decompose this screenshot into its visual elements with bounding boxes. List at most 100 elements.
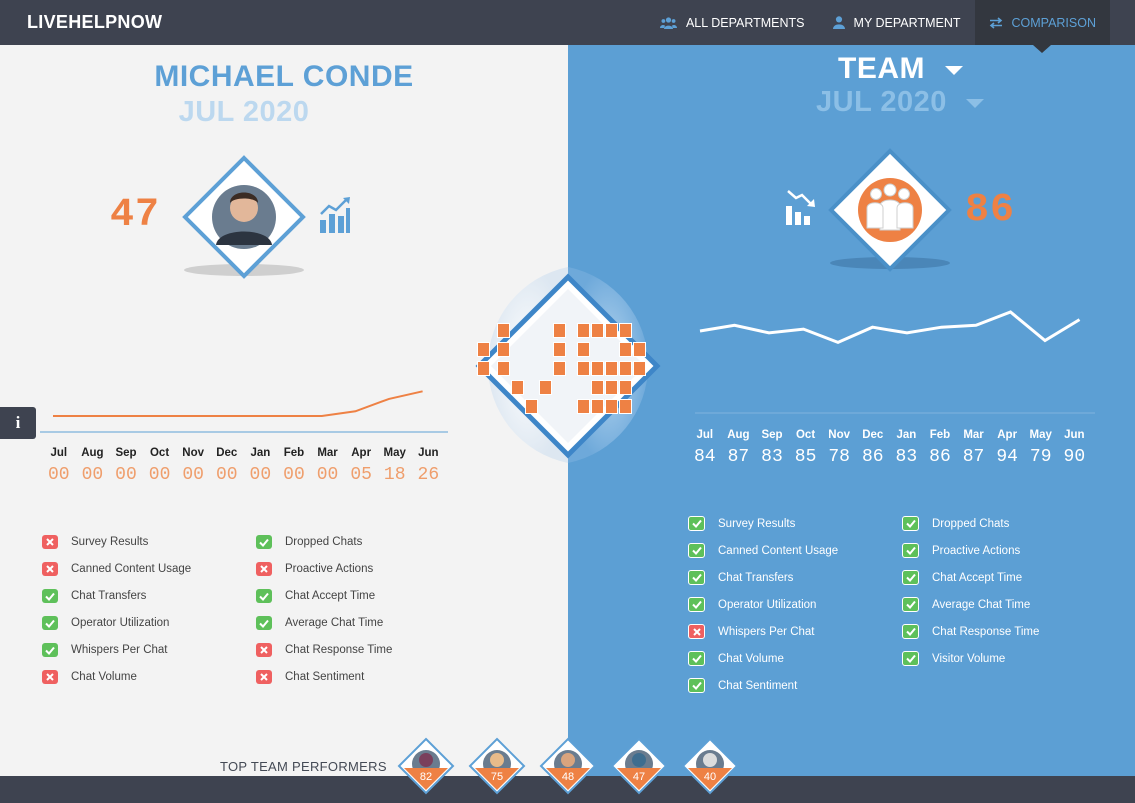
nav-all-departments[interactable]: ALL DEPARTMENTS (646, 0, 819, 45)
metric-item: Whispers Per Chat (42, 643, 168, 657)
vs-pixel (591, 361, 604, 376)
metric-label: Operator Utilization (718, 598, 817, 611)
check-icon (42, 589, 58, 603)
vs-pixel (619, 323, 632, 338)
metric-item: Operator Utilization (688, 597, 816, 612)
performer-badge[interactable]: 47 (610, 737, 668, 795)
cross-icon (256, 643, 272, 657)
metric-item: Chat Transfers (42, 589, 146, 603)
brand-logo[interactable]: LIVEHELPNOW (27, 12, 163, 32)
performer-score: 82 (419, 771, 433, 783)
performer-score: 47 (632, 771, 646, 783)
team-month-value-0: 84 (693, 447, 716, 467)
vs-pixel (633, 342, 646, 357)
team-month-values: 84 87 83 85 78 86 83 86 87 94 79 90 (688, 447, 1091, 467)
check-icon (902, 597, 919, 612)
agent-score: 47 (110, 193, 161, 238)
team-selector[interactable]: TEAM (838, 52, 925, 85)
period-dropdown-icon[interactable] (966, 99, 984, 108)
main-nav: ALL DEPARTMENTS MY DEPARTMENT COMPARISON (646, 0, 1110, 53)
agent-month-values: 00 00 00 00 00 00 00 00 00 05 18 26 (42, 465, 445, 485)
team-month-value-6: 83 (895, 447, 918, 467)
performer-badge[interactable]: 48 (539, 737, 597, 795)
team-month-value-11: 90 (1063, 447, 1086, 467)
metric-item: Operator Utilization (42, 616, 169, 630)
metric-label: Chat Accept Time (932, 571, 1023, 584)
team-panel (568, 45, 1135, 776)
vs-pixel (605, 361, 618, 376)
agent-month-value-6: 00 (249, 465, 272, 485)
check-icon (688, 678, 705, 693)
team-month-label-8: Mar (963, 429, 984, 441)
check-icon (902, 543, 919, 558)
nav-my-department[interactable]: MY DEPARTMENT (819, 0, 975, 45)
nav-comparison[interactable]: COMPARISON (974, 0, 1110, 53)
team-month-label-7: Feb (929, 429, 951, 441)
metric-label: Chat Transfers (71, 590, 147, 602)
metric-item: Whispers Per Chat (688, 624, 815, 639)
info-button[interactable]: i (0, 407, 36, 439)
metric-item: Proactive Actions (256, 562, 373, 576)
check-icon (902, 624, 919, 639)
top-navbar: LIVEHELPNOW ALL DEPARTMENTS MY DEP (0, 0, 1135, 53)
team-month-label-0: Jul (696, 429, 714, 441)
vs-pixel (619, 361, 632, 376)
check-icon (902, 570, 919, 585)
metric-label: Chat Transfers (718, 571, 794, 584)
team-dropdown-icon[interactable] (945, 66, 963, 75)
cross-icon (256, 670, 272, 684)
agent-month-label-8: Mar (317, 447, 338, 459)
check-icon (688, 543, 705, 558)
performer-score: 40 (703, 771, 717, 783)
trend-up-icon (320, 197, 350, 233)
agent-month-label-11: Jun (418, 447, 439, 459)
metric-label: Whispers Per Chat (718, 625, 815, 638)
metric-item: Chat Sentiment (256, 670, 364, 684)
metric-label: Chat Volume (718, 652, 784, 665)
team-month-label-2: Sep (761, 429, 783, 441)
agent-avatar-badge (182, 155, 306, 279)
agent-month-label-9: Apr (351, 447, 372, 459)
metric-item: Chat Accept Time (256, 589, 375, 603)
cross-icon (256, 562, 272, 576)
cross-icon (688, 624, 705, 639)
cross-icon (42, 670, 58, 684)
metric-label: Chat Response Time (285, 644, 393, 656)
vs-pixel (539, 380, 552, 395)
vs-pixel (605, 380, 618, 395)
metric-item: Canned Content Usage (42, 562, 191, 576)
metric-item: Chat Sentiment (688, 678, 797, 693)
team-period-selector[interactable]: JUL 2020 (816, 86, 947, 118)
team-month-value-2: 83 (761, 447, 783, 467)
vs-pixel (577, 323, 590, 338)
team-month-value-9: 94 (996, 447, 1018, 467)
users-icon (659, 16, 677, 29)
top-performers-label: TOP TEAM PERFORMERS (220, 759, 387, 774)
metric-label: Chat Sentiment (285, 671, 365, 683)
metric-item: Dropped Chats (902, 516, 1009, 531)
nav-label: COMPARISON (1011, 15, 1097, 30)
check-icon (256, 535, 272, 549)
metric-label: Canned Content Usage (71, 563, 192, 575)
vs-pixel (577, 361, 590, 376)
metric-label: Survey Results (718, 517, 796, 530)
performer-badge[interactable]: 40 (681, 737, 739, 795)
performer-badge[interactable]: 82 (397, 737, 455, 795)
check-icon (688, 651, 705, 666)
metric-label: Survey Results (71, 536, 149, 548)
vs-pixel (497, 323, 510, 338)
metric-label: Visitor Volume (932, 652, 1006, 665)
metric-label: Average Chat Time (285, 617, 384, 629)
check-icon (688, 516, 705, 531)
vs-pixel (591, 399, 604, 414)
metric-item: Chat Volume (42, 670, 137, 684)
performer-avatar (397, 737, 455, 795)
check-icon (256, 589, 272, 603)
metric-item: Survey Results (42, 535, 148, 549)
performer-score: 75 (490, 771, 504, 783)
metric-label: Dropped Chats (285, 536, 363, 548)
check-icon (688, 597, 705, 612)
performer-badge[interactable]: 75 (468, 737, 526, 795)
vs-pixel (619, 399, 632, 414)
vs-pixel (511, 380, 524, 395)
